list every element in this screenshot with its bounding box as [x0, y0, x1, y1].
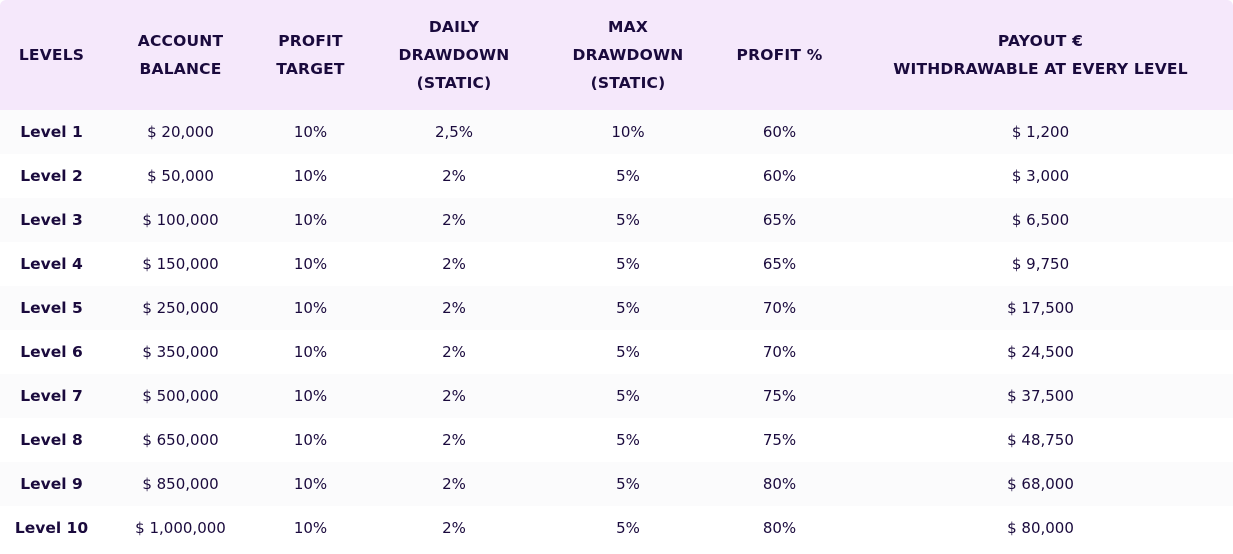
max-drawdown-cell: 5%	[545, 506, 711, 550]
payout-cell: $ 80,000	[848, 506, 1233, 550]
profit-percent-cell: 80%	[711, 506, 848, 550]
account-balance-cell: $ 150,000	[103, 242, 258, 286]
payout-cell: $ 48,750	[848, 418, 1233, 462]
level-name: Level 10	[0, 506, 103, 550]
header-profit-target: PROFIT TARGET	[258, 0, 363, 110]
profit-percent-cell: 70%	[711, 286, 848, 330]
daily-drawdown-cell: 2%	[363, 286, 545, 330]
level-name: Level 4	[0, 242, 103, 286]
table-row: Level 7 $ 500,000 10% 2% 5% 75% $ 37,500	[0, 374, 1233, 418]
max-drawdown-cell: 5%	[545, 154, 711, 198]
payout-cell: $ 3,000	[848, 154, 1233, 198]
profit-target-cell: 10%	[258, 462, 363, 506]
level-name: Level 9	[0, 462, 103, 506]
profit-percent-cell: 60%	[711, 154, 848, 198]
table-row: Level 4 $ 150,000 10% 2% 5% 65% $ 9,750	[0, 242, 1233, 286]
profit-percent-cell: 75%	[711, 374, 848, 418]
header-daily-drawdown: DAILY DRAWDOWN (STATIC)	[363, 0, 545, 110]
profit-percent-cell: 70%	[711, 330, 848, 374]
table-row: Level 1 $ 20,000 10% 2,5% 10% 60% $ 1,200	[0, 110, 1233, 154]
table-row: Level 8 $ 650,000 10% 2% 5% 75% $ 48,750	[0, 418, 1233, 462]
header-max-drawdown: MAX DRAWDOWN (STATIC)	[545, 0, 711, 110]
payout-cell: $ 37,500	[848, 374, 1233, 418]
level-name: Level 1	[0, 110, 103, 154]
table-row: Level 2 $ 50,000 10% 2% 5% 60% $ 3,000	[0, 154, 1233, 198]
daily-drawdown-cell: 2%	[363, 154, 545, 198]
max-drawdown-cell: 5%	[545, 418, 711, 462]
table-row: Level 9 $ 850,000 10% 2% 5% 80% $ 68,000	[0, 462, 1233, 506]
payout-cell: $ 6,500	[848, 198, 1233, 242]
max-drawdown-cell: 10%	[545, 110, 711, 154]
level-name: Level 6	[0, 330, 103, 374]
profit-target-cell: 10%	[258, 286, 363, 330]
table-row: Level 5 $ 250,000 10% 2% 5% 70% $ 17,500	[0, 286, 1233, 330]
daily-drawdown-cell: 2%	[363, 198, 545, 242]
max-drawdown-cell: 5%	[545, 330, 711, 374]
profit-percent-cell: 65%	[711, 198, 848, 242]
table-row: Level 6 $ 350,000 10% 2% 5% 70% $ 24,500	[0, 330, 1233, 374]
account-balance-cell: $ 500,000	[103, 374, 258, 418]
account-balance-cell: $ 250,000	[103, 286, 258, 330]
table-body: Level 1 $ 20,000 10% 2,5% 10% 60% $ 1,200 Level…	[0, 110, 1233, 550]
profit-target-cell: 10%	[258, 330, 363, 374]
profit-percent-cell: 60%	[711, 110, 848, 154]
payout-cell: $ 24,500	[848, 330, 1233, 374]
table-header: LEVELS ACCOUNT BALANCE PROFIT TARGET DAI…	[0, 0, 1233, 110]
daily-drawdown-cell: 2,5%	[363, 110, 545, 154]
account-balance-cell: $ 650,000	[103, 418, 258, 462]
payout-cell: $ 68,000	[848, 462, 1233, 506]
profit-target-cell: 10%	[258, 242, 363, 286]
level-name: Level 7	[0, 374, 103, 418]
account-balance-cell: $ 350,000	[103, 330, 258, 374]
daily-drawdown-cell: 2%	[363, 242, 545, 286]
profit-target-cell: 10%	[258, 506, 363, 550]
account-balance-cell: $ 850,000	[103, 462, 258, 506]
header-profit-percent: PROFIT %	[711, 0, 848, 110]
profit-percent-cell: 80%	[711, 462, 848, 506]
table-row: Level 3 $ 100,000 10% 2% 5% 65% $ 6,500	[0, 198, 1233, 242]
max-drawdown-cell: 5%	[545, 462, 711, 506]
payout-cell: $ 9,750	[848, 242, 1233, 286]
profit-target-cell: 10%	[258, 154, 363, 198]
payout-cell: $ 1,200	[848, 110, 1233, 154]
profit-percent-cell: 75%	[711, 418, 848, 462]
account-balance-cell: $ 100,000	[103, 198, 258, 242]
header-row: LEVELS ACCOUNT BALANCE PROFIT TARGET DAI…	[0, 0, 1233, 110]
account-balance-cell: $ 1,000,000	[103, 506, 258, 550]
max-drawdown-cell: 5%	[545, 286, 711, 330]
level-name: Level 3	[0, 198, 103, 242]
level-name: Level 5	[0, 286, 103, 330]
profit-target-cell: 10%	[258, 374, 363, 418]
daily-drawdown-cell: 2%	[363, 374, 545, 418]
payout-cell: $ 17,500	[848, 286, 1233, 330]
account-balance-cell: $ 50,000	[103, 154, 258, 198]
max-drawdown-cell: 5%	[545, 374, 711, 418]
header-payout: PAYOUT € WITHDRAWABLE AT EVERY LEVEL	[848, 0, 1233, 110]
max-drawdown-cell: 5%	[545, 198, 711, 242]
max-drawdown-cell: 5%	[545, 242, 711, 286]
profit-percent-cell: 65%	[711, 242, 848, 286]
daily-drawdown-cell: 2%	[363, 330, 545, 374]
header-account-balance: ACCOUNT BALANCE	[103, 0, 258, 110]
daily-drawdown-cell: 2%	[363, 418, 545, 462]
profit-target-cell: 10%	[258, 198, 363, 242]
profit-target-cell: 10%	[258, 418, 363, 462]
table-row: Level 10 $ 1,000,000 10% 2% 5% 80% $ 80,000	[0, 506, 1233, 550]
level-name: Level 2	[0, 154, 103, 198]
daily-drawdown-cell: 2%	[363, 462, 545, 506]
account-balance-cell: $ 20,000	[103, 110, 258, 154]
header-levels: LEVELS	[0, 0, 103, 110]
daily-drawdown-cell: 2%	[363, 506, 545, 550]
profit-target-cell: 10%	[258, 110, 363, 154]
level-name: Level 8	[0, 418, 103, 462]
